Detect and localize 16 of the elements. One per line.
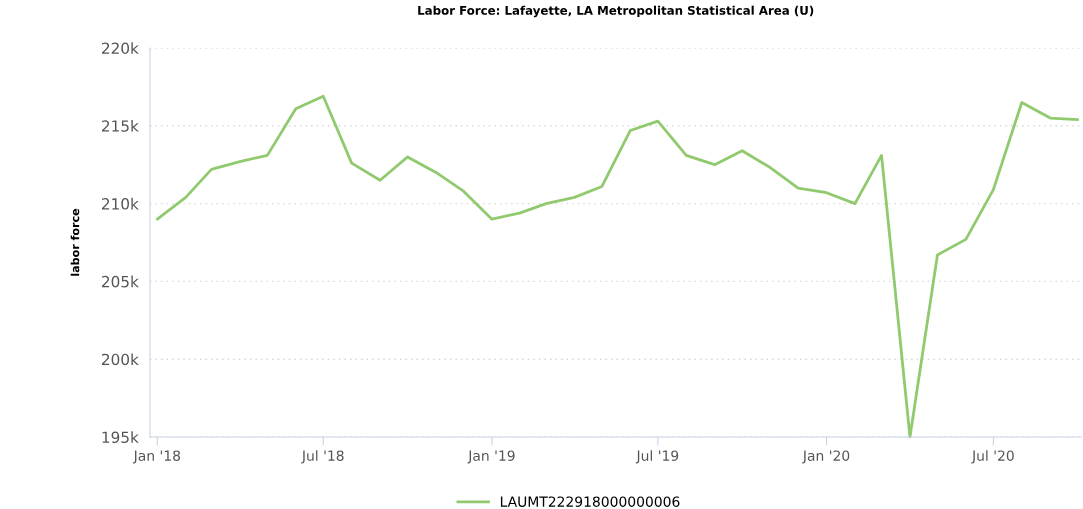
y-tick-label: 205k <box>102 275 139 288</box>
x-tick-label: Jan '20 <box>802 450 850 464</box>
x-tick-label: Jul '20 <box>971 450 1014 464</box>
x-tick-label: Jul '19 <box>635 450 679 464</box>
chart-title: Labor Force: Lafayette, LA Metropolitan Statistical Area (U) <box>418 5 814 18</box>
x-tick-label: Jan '19 <box>467 450 515 464</box>
line-series <box>155 94 1080 439</box>
x-tick-label: Jan '18 <box>132 450 181 464</box>
legend-label: LAUMT222918000000006 <box>500 496 680 507</box>
y-axis-title: labor force <box>70 208 80 276</box>
y-tick-label: 210k <box>102 197 139 210</box>
y-tick-label: 220k <box>102 42 139 55</box>
y-tick-label: 195k <box>102 431 139 443</box>
y-tick-label: 215k <box>102 119 139 132</box>
y-tick-label: 200k <box>102 353 139 366</box>
x-tick-label: Jul '18 <box>301 450 344 464</box>
